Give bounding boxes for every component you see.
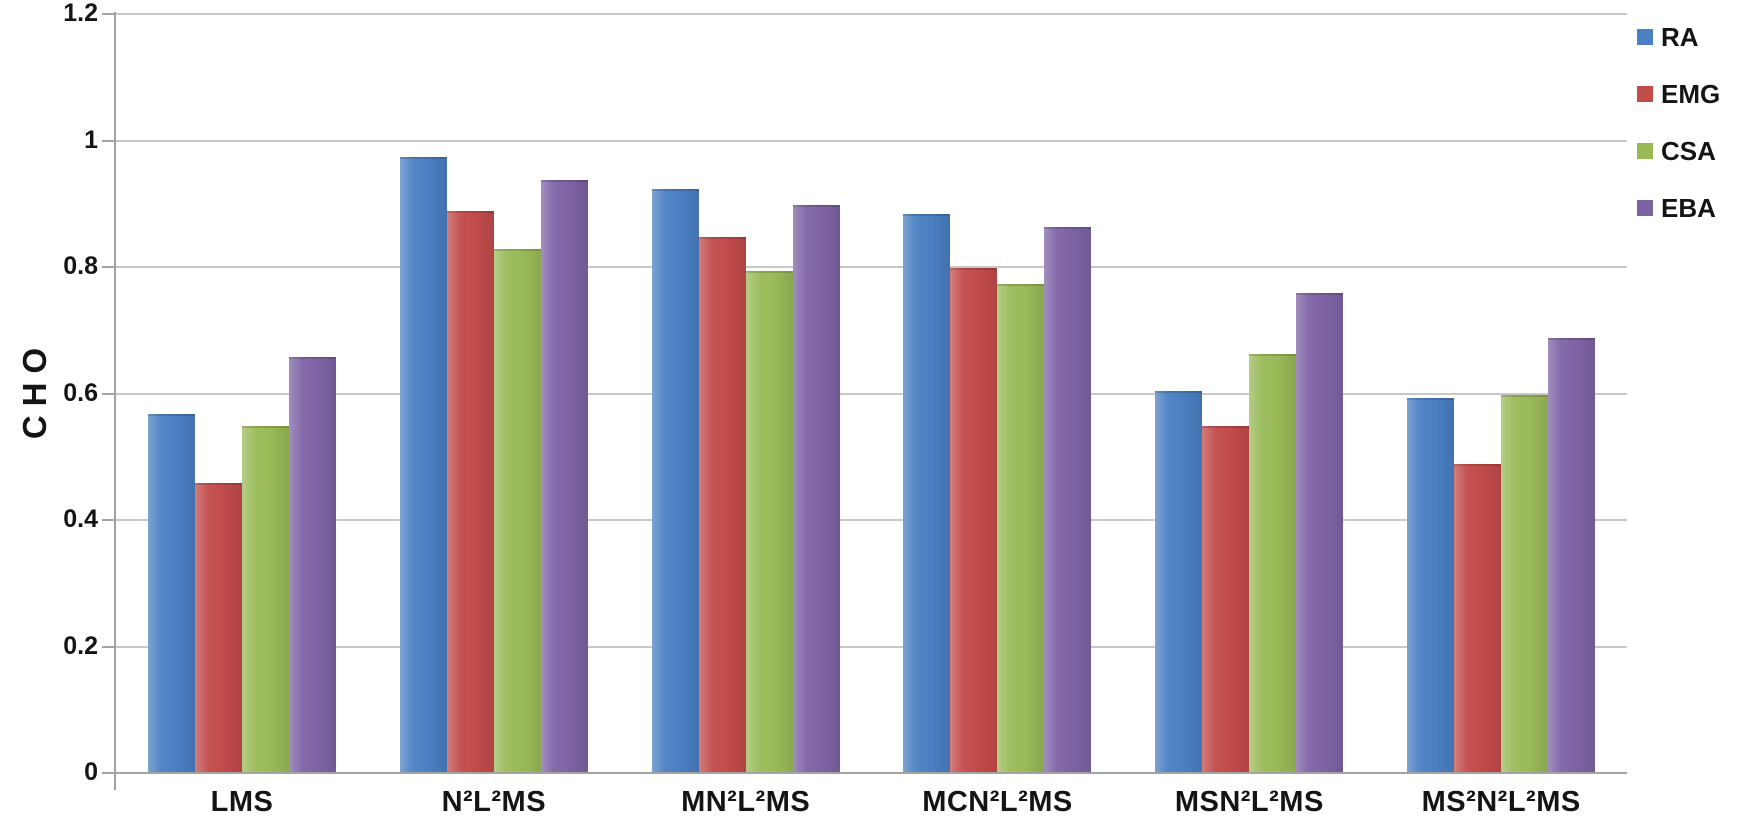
y-axis-tick [102, 13, 115, 15]
legend-swatch-icon [1637, 29, 1653, 45]
bar-emg-5 [1202, 426, 1250, 773]
legend-swatch-icon [1637, 86, 1653, 102]
plot-area [116, 13, 1627, 773]
y-axis-tick [102, 266, 115, 268]
y-axis-tick [102, 392, 115, 395]
legend: RA EMG CSA EBA [1637, 22, 1720, 250]
x-axis-label: MCN²L²MS [922, 786, 1073, 818]
legend-item-csa: CSA [1637, 136, 1720, 166]
bar-emg-6 [1454, 464, 1502, 773]
x-axis-label: MSN²L²MS [1174, 786, 1324, 818]
x-axis-label: MS²N²L²MS [1421, 786, 1581, 818]
legend-label: EBA [1661, 192, 1716, 223]
bar-emg-4 [950, 268, 998, 773]
gridline [116, 266, 1627, 268]
y-axis-tick-label: 1 [84, 125, 98, 154]
bar-csa-2 [493, 249, 541, 773]
bar-ra-1 [147, 414, 195, 773]
bar-eba-6 [1548, 338, 1596, 773]
y-axis-tick [102, 519, 115, 521]
y-axis-tick-label: 0.2 [63, 631, 98, 660]
bar-eba-3 [792, 205, 840, 773]
gridline [116, 13, 1627, 15]
bar-csa-5 [1249, 354, 1297, 773]
y-axis-tick [102, 139, 115, 142]
bar-ra-6 [1407, 398, 1455, 773]
legend-label: CSA [1661, 135, 1716, 166]
y-axis-tick [102, 645, 115, 648]
y-axis-tick-label: 0.8 [63, 252, 98, 280]
y-axis-tick-label: 0.6 [63, 378, 98, 407]
bar-csa-4 [997, 284, 1045, 773]
x-axis-label: MN²L²MS [681, 786, 811, 818]
legend-label: EMG [1661, 78, 1721, 109]
gridline [116, 139, 1627, 142]
bar-ra-4 [903, 214, 951, 773]
y-axis-tick-label: 0.4 [63, 505, 98, 533]
bar-emg-1 [194, 483, 242, 773]
bar-eba-5 [1296, 293, 1344, 773]
legend-item-eba: EBA [1637, 193, 1720, 223]
y-axis-tick [102, 772, 115, 774]
bar-csa-3 [745, 271, 793, 773]
gridline [116, 392, 1627, 395]
bar-emg-2 [446, 211, 494, 773]
bar-csa-1 [241, 426, 289, 773]
legend-swatch-icon [1637, 143, 1653, 159]
gridline [116, 645, 1627, 648]
legend-label: RA [1661, 21, 1699, 52]
x-axis-label: LMS [210, 786, 274, 818]
legend-item-emg: EMG [1637, 79, 1720, 109]
bar-ra-5 [1155, 391, 1203, 773]
bar-ra-2 [399, 157, 447, 773]
bar-eba-2 [540, 180, 588, 773]
y-axis-tick-label: 1.2 [63, 0, 98, 27]
bar-csa-6 [1501, 395, 1549, 773]
legend-item-ra: RA [1637, 22, 1720, 52]
x-axis-label: N²L²MS [441, 786, 547, 818]
bar-emg-3 [698, 237, 746, 773]
legend-swatch-icon [1637, 200, 1653, 216]
bar-eba-4 [1044, 227, 1092, 773]
y-axis-tick-label: 0 [84, 758, 98, 786]
x-axis-line [116, 772, 1627, 774]
gridline [116, 519, 1627, 521]
y-axis-line [114, 12, 116, 790]
bar-eba-1 [288, 357, 336, 773]
bar-ra-3 [651, 189, 699, 773]
